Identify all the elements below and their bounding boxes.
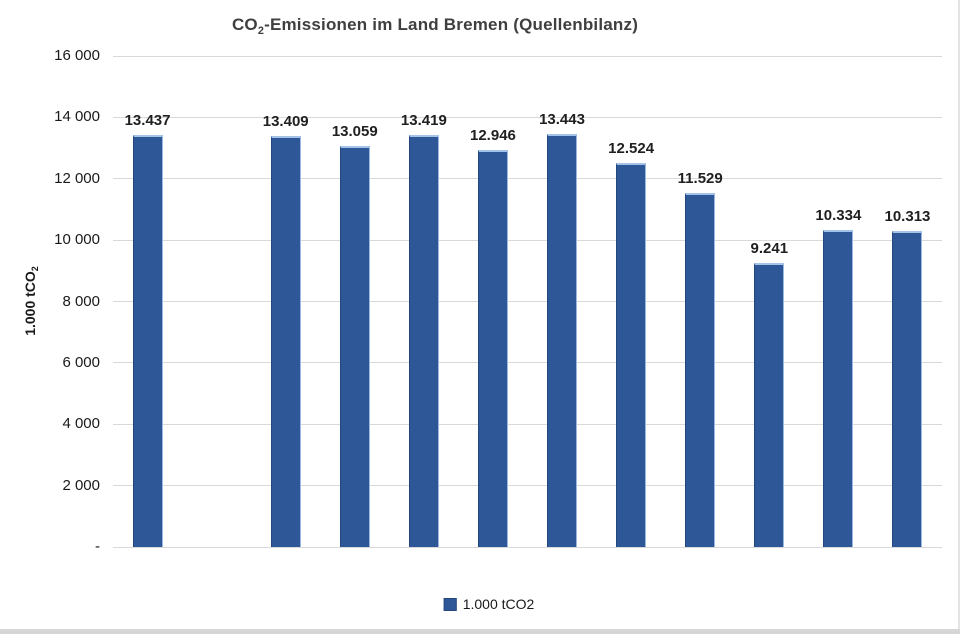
bar [892,230,923,547]
gridline [113,485,942,487]
gridline [113,423,942,425]
y-tick-label: 10 000 [54,231,100,249]
bar-value-label: 10.334 [815,206,862,224]
right-edge-line [958,0,960,629]
legend-label: 1.000 tCO2 [462,596,535,612]
bar [408,135,439,547]
bar-value-label: 13.437 [124,111,171,129]
chart-title-rest: -Emissionen im Land Bremen (Quellenbilan… [264,15,639,34]
bar [339,146,370,547]
legend-swatch [443,597,457,611]
chart-title-prefix: CO [231,15,258,34]
gridline [113,239,942,241]
y-tick-label: 8 000 [62,292,100,310]
gridline [113,55,942,57]
bar-value-label: 12.946 [470,126,516,144]
bar-value-label: 11.529 [677,170,723,188]
y-axis-tick-labels: 16 000 14 000 12 000 10 000 8 000 6 000 4 000 2… [0,47,100,555]
chart-title-subscript: 2 [257,24,265,37]
gridline [113,546,942,548]
gridline [113,301,942,302]
bar [616,162,647,547]
y-tick-label: 14 000 [54,108,100,126]
y-tick-label: 16 000 [54,47,100,64]
bar [547,134,578,547]
bar-value-label: 13.419 [400,112,447,130]
legend: 1.000 tCO2 [443,596,535,612]
bar [823,229,854,547]
y-tick-label: 2 000 [62,476,100,494]
bar-value-label: 12.524 [608,139,655,157]
bar [132,134,163,547]
gridline [113,178,942,180]
chart-title: CO2-Emissionen im Land Bremen (Quellenbi… [231,15,639,37]
gridline [113,362,942,364]
y-tick-label: 12 000 [54,169,100,187]
bar-value-label: 13.059 [331,123,378,141]
y-tick-label: 6 000 [62,353,100,371]
y-tick-label: 4 000 [62,415,100,433]
bar [754,263,785,547]
bar-value-label: 9.241 [750,240,789,258]
y-tick-label: - [95,538,100,555]
plot-area: 13.437 13.409 13.059 13.419 12.946 13.443 12.5… [113,55,942,548]
bottom-edge-strip [0,629,960,634]
bar [685,193,716,547]
bar [270,135,301,547]
bar-value-label: 13.409 [262,112,309,130]
bar-value-label: 13.443 [539,111,585,129]
bar-value-label: 10.313 [884,207,931,225]
bar [477,149,508,547]
gridline [113,116,942,118]
